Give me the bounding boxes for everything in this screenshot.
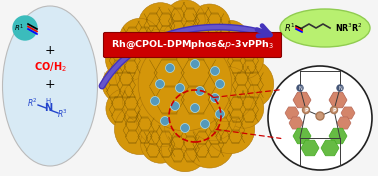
Text: H: H	[45, 98, 51, 104]
Circle shape	[170, 102, 180, 111]
Circle shape	[337, 85, 343, 91]
Text: NR$^3$R$^2$: NR$^3$R$^2$	[335, 22, 363, 34]
Circle shape	[297, 85, 303, 91]
Polygon shape	[285, 107, 299, 119]
Polygon shape	[293, 92, 311, 108]
Ellipse shape	[280, 9, 370, 47]
Circle shape	[136, 95, 189, 147]
Text: N: N	[44, 103, 52, 113]
Circle shape	[150, 96, 160, 105]
Circle shape	[203, 46, 246, 89]
Ellipse shape	[3, 6, 98, 166]
Circle shape	[191, 59, 200, 68]
Circle shape	[189, 93, 237, 141]
Circle shape	[138, 3, 183, 47]
Circle shape	[215, 109, 225, 118]
Circle shape	[13, 16, 37, 40]
Circle shape	[102, 65, 140, 103]
Text: P: P	[304, 108, 308, 112]
Circle shape	[211, 93, 220, 102]
Circle shape	[136, 30, 179, 73]
Circle shape	[195, 42, 204, 51]
Polygon shape	[337, 117, 351, 129]
Circle shape	[268, 66, 372, 170]
Circle shape	[206, 105, 255, 154]
Text: $R^2$: $R^2$	[26, 97, 37, 109]
FancyBboxPatch shape	[104, 33, 282, 58]
Circle shape	[187, 27, 228, 68]
Circle shape	[189, 4, 230, 46]
Text: Rh@CPOL-DPMphos&$p$-3vPPh$_3$: Rh@CPOL-DPMphos&$p$-3vPPh$_3$	[111, 39, 274, 51]
Polygon shape	[293, 128, 311, 144]
Circle shape	[115, 104, 165, 155]
Circle shape	[316, 112, 324, 120]
Circle shape	[165, 0, 205, 40]
Circle shape	[181, 124, 189, 133]
Text: +: +	[45, 43, 55, 56]
Circle shape	[161, 124, 209, 172]
Circle shape	[195, 86, 204, 96]
Polygon shape	[301, 140, 319, 156]
Text: +: +	[45, 77, 55, 90]
Circle shape	[161, 21, 202, 62]
Circle shape	[211, 67, 220, 76]
Text: N: N	[298, 86, 302, 90]
Circle shape	[166, 64, 175, 73]
Circle shape	[164, 103, 212, 150]
Circle shape	[138, 37, 232, 131]
Circle shape	[106, 89, 146, 128]
Text: $R^1$: $R^1$	[284, 22, 296, 34]
Polygon shape	[329, 128, 347, 144]
Text: CO/H$_2$: CO/H$_2$	[34, 60, 67, 74]
Text: P: P	[332, 108, 336, 112]
Text: $R^3$: $R^3$	[57, 108, 68, 120]
Circle shape	[119, 18, 160, 59]
Polygon shape	[329, 92, 347, 108]
Circle shape	[122, 77, 168, 123]
Circle shape	[115, 46, 171, 102]
Polygon shape	[321, 140, 339, 156]
Circle shape	[224, 59, 274, 109]
Polygon shape	[289, 117, 303, 129]
Circle shape	[175, 83, 184, 93]
Circle shape	[225, 40, 263, 79]
Polygon shape	[341, 107, 355, 119]
Circle shape	[155, 80, 164, 89]
Circle shape	[212, 20, 249, 57]
Text: N: N	[338, 86, 342, 90]
Circle shape	[170, 46, 180, 55]
Circle shape	[200, 120, 209, 128]
Circle shape	[225, 89, 264, 128]
Circle shape	[215, 80, 225, 89]
Circle shape	[184, 118, 234, 168]
Circle shape	[191, 103, 200, 112]
Circle shape	[199, 67, 254, 122]
Circle shape	[302, 106, 310, 114]
Circle shape	[105, 39, 146, 80]
Text: $R^1$: $R^1$	[14, 22, 24, 34]
Circle shape	[161, 117, 169, 125]
Circle shape	[330, 106, 338, 114]
Circle shape	[140, 123, 181, 163]
